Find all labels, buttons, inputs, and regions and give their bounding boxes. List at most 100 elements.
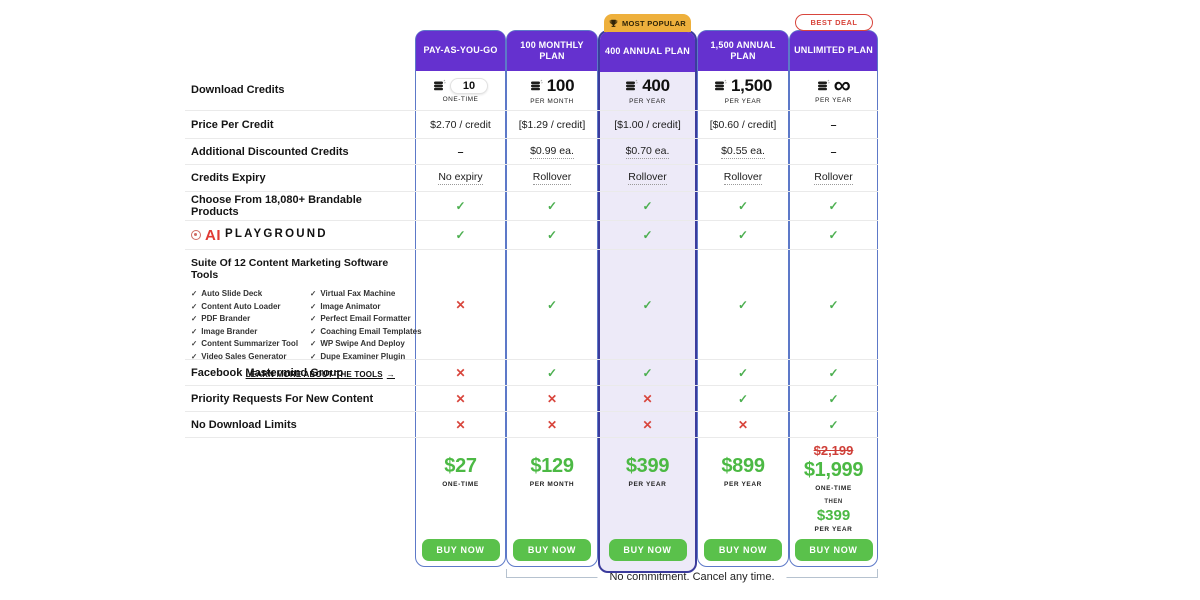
price-per-credit-value: [$1.00 / credit] [614,118,681,131]
credits-expiry-value[interactable]: Rollover [723,171,763,185]
row-credits-expiry: Credits Expiry No expiry Rollover Rollov… [185,165,878,192]
plan-header: PAY-AS-YOU-GO [416,31,505,71]
plan-price-old: $2,199 [813,443,854,458]
plan-then-label: THEN [824,499,843,505]
tool-item: ✓ Content Summarizer Tool [191,339,299,348]
plan-price: $27 [444,455,477,477]
most-popular-badge: MOST POPULAR [604,14,691,32]
credits-input[interactable]: 10 [449,77,489,94]
additional-credits-value[interactable]: $0.70 ea. [625,144,670,159]
row-price-per-credit: Price Per Credit $2.70 / credit [$1.29 /… [185,111,878,139]
tool-item: ✓ Virtual Fax Machine [310,289,396,298]
trophy-icon [609,19,618,27]
commitment-note: No commitment. Cancel any time. [597,571,787,583]
feature-mark: ✕ [546,391,558,406]
plan-price: $129 [530,455,574,477]
feature-mark: ✓ [546,365,558,380]
additional-credits-value[interactable]: $0.55 ea. [721,144,765,159]
buy-now-button[interactable]: BUY NOW [421,539,500,561]
tools-suite-block: Suite Of 12 Content Marketing Software T… [185,250,422,379]
buy-now-button[interactable]: BUY NOW [704,539,782,561]
feature-mark: ✕ [455,365,466,380]
plan-price-period: ONE-TIME [442,481,479,488]
tools-suite-title: Suite Of 12 Content Marketing Software T… [191,257,389,281]
plan-price: $899 [721,455,765,477]
row-facebook-group: Facebook Mastermind Group ✕ ✓ ✓ ✓ ✓ [185,360,878,386]
tools-list: ✓ Auto Slide Deck ✓ Content Auto Loader ✓ P… [191,289,422,361]
commitment-bracket: No commitment. Cancel any time. [506,569,878,583]
credits-expiry-value[interactable]: Rollover [532,171,572,185]
feature-mark: ✓ [737,297,749,312]
row-tools-suite: Suite Of 12 Content Marketing Software T… [185,250,878,379]
tool-item: ✓ Perfect Email Formatter [310,314,411,323]
tool-item: ✓ Video Sales Generator [191,351,287,361]
feature-mark: ✓ [642,365,653,380]
additional-credits-value[interactable]: $0.99 ea. [530,144,574,159]
tool-item: ✓ Dupe Examiner Plugin [310,351,406,361]
feature-rows: Download Credits 10 ONE-TIME [185,70,878,565]
row-label: Price Per Credit [191,118,274,131]
feature-mark: ✓ [642,297,653,312]
check-icon: ✓ [191,314,198,323]
coins-icon [817,79,830,91]
credits-expiry-value[interactable]: Rollover [814,171,853,185]
tool-item: ✓ PDF Brander [191,314,251,323]
feature-mark: ✓ [546,199,558,213]
plan-then-period: PER YEAR [814,526,853,533]
tool-item: ✓ Image Brander [191,326,258,336]
plan-card-1500-annual: 1,500 ANNUAL PLAN [697,30,789,567]
plan-card-100-monthly: 100 MONTHLY PLAN [506,30,598,567]
credits-expiry-value[interactable]: No expiry [438,171,483,185]
row-prices: $27 ONE-TIME $129 PER MONTH $399 PER YEA… [185,438,878,535]
row-label: Facebook Mastermind Group [191,366,344,379]
coins-icon [714,79,727,91]
price-block: $2,199 $1,999 ONE-TIME THEN $399 PER YEA… [789,438,878,535]
price-block: $399 PER YEAR [598,438,697,535]
row-no-download-limits: No Download Limits ✕ ✕ ✕ ✕ ✓ [185,412,878,438]
credits-cell: 10 ONE-TIME [415,70,506,110]
check-icon: ✓ [191,326,198,336]
buy-now-button[interactable]: BUY NOW [794,539,873,561]
price-block: $27 ONE-TIME [415,438,506,535]
coins-icon [530,79,543,91]
learn-more-tools-link[interactable]: LEARN MORE ABOUT THE TOOLS → [245,369,395,379]
row-brandable-products: Choose From 18,080+ Brandable Products ✓… [185,192,878,221]
plan-price-period: PER MONTH [529,481,575,488]
feature-mark: ✓ [737,365,749,380]
row-label: Additional Discounted Credits [191,145,349,158]
feature-mark: ✓ [737,199,749,213]
feature-mark: ✓ [455,228,466,242]
check-icon: ✓ [310,339,317,348]
credits-cell: ∞ PER YEAR [789,70,878,110]
credits-cell: 400 PER YEAR [598,70,697,110]
feature-mark: ✕ [642,391,653,406]
plan-price: $399 [625,455,670,477]
feature-mark: ✕ [642,417,653,432]
check-icon: ✓ [191,289,198,298]
plan-card-unlimited: UNLIMITED PLAN [789,30,878,567]
pricing-table: PAY-AS-YOU-GO 100 MONTHLY PLAN 400 ANNUA… [185,14,878,600]
credits-period: PER YEAR [815,96,852,104]
feature-mark: ✓ [642,228,653,242]
credits-cell: 100 PER MONTH [506,70,598,110]
price-per-credit-value: $2.70 / credit [430,118,491,131]
price-block: $129 PER MONTH [506,438,598,535]
price-per-credit-value: [$1.29 / credit] [518,118,586,131]
ai-playground-word-playground: PLAYGROUND [225,228,328,241]
credits-period: PER YEAR [629,97,666,105]
plan-card-400-annual-popular: 400 ANNUAL PLAN [598,30,697,573]
best-deal-label: BEST DEAL [810,18,858,27]
plan-card-pay-as-you-go: PAY-AS-YOU-GO [415,30,506,567]
infinity-symbol: ∞ [833,71,851,99]
credits-expiry-value[interactable]: Rollover [628,171,667,185]
buy-now-button[interactable]: BUY NOW [608,539,687,561]
feature-mark: ✓ [828,228,839,242]
price-per-credit-value: [$0.60 / credit] [709,118,777,131]
tool-item: ✓ WP Swipe And Deploy [310,339,405,348]
feature-mark: ✓ [546,297,558,312]
feature-mark: ✕ [455,391,466,406]
credits-cell: 1,500 PER YEAR [697,70,789,110]
check-icon: ✓ [191,339,198,348]
buy-now-button[interactable]: BUY NOW [513,539,591,561]
